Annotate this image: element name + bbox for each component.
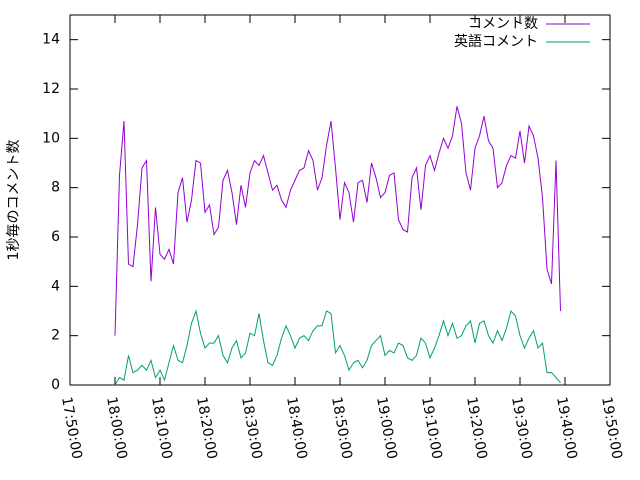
x-tick-label: 18:30:00 (238, 396, 265, 461)
x-tick-label: 17:50:00 (58, 396, 85, 461)
y-tick-label: 0 (51, 377, 60, 393)
x-tick-label: 19:00:00 (373, 396, 400, 461)
y-tick-label: 8 (51, 180, 60, 196)
x-tick-label: 18:00:00 (103, 396, 130, 461)
legend-label: 英語コメント (454, 33, 538, 50)
x-tick-label: 18:50:00 (328, 396, 355, 461)
legend-label: コメント数 (468, 16, 538, 32)
x-tick-label: 18:20:00 (193, 396, 220, 461)
x-tick-label: 19:40:00 (553, 396, 580, 461)
x-tick-label: 19:50:00 (598, 396, 625, 461)
y-tick-label: 14 (42, 32, 60, 48)
y-tick-label: 10 (42, 130, 60, 146)
x-tick-label: 18:10:00 (148, 396, 175, 461)
y-tick-label: 4 (51, 278, 60, 294)
y-tick-label: 12 (42, 81, 60, 97)
y-axis-label: 1秒毎のコメント数 (6, 140, 22, 261)
x-tick-label: 19:20:00 (463, 396, 490, 461)
series-line (114, 309, 561, 386)
y-tick-label: 6 (51, 229, 60, 245)
x-tick-label: 19:30:00 (508, 396, 535, 461)
x-tick-label: 19:10:00 (418, 396, 445, 461)
y-tick-label: 2 (51, 328, 60, 344)
series-line (114, 106, 561, 336)
plot-frame (69, 14, 611, 386)
x-tick-label: 18:40:00 (283, 396, 310, 461)
